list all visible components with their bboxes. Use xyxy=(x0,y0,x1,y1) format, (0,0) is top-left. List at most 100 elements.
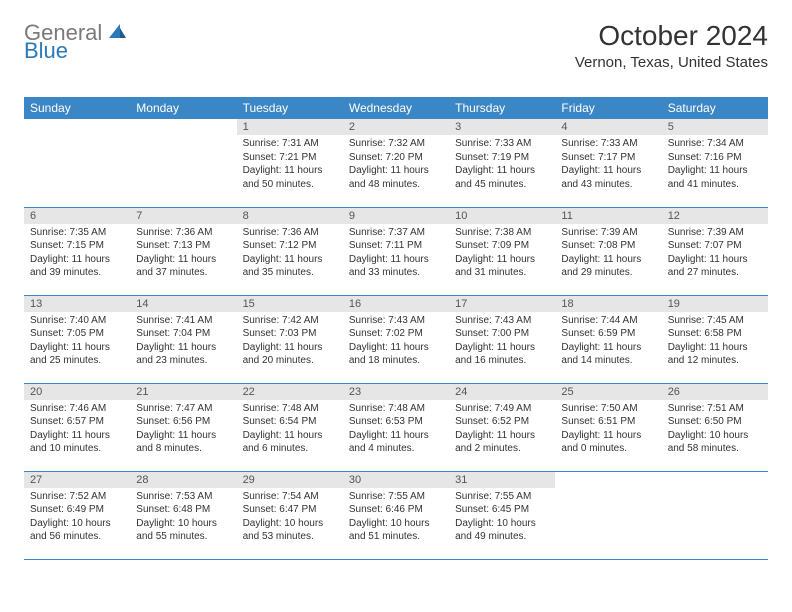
day-number: 26 xyxy=(662,384,768,400)
day-content: Sunrise: 7:32 AMSunset: 7:20 PMDaylight:… xyxy=(343,135,449,195)
sunset-text: Sunset: 7:11 PM xyxy=(349,239,443,253)
daylight-text: Daylight: 11 hours and 14 minutes. xyxy=(561,341,655,368)
day-number: 13 xyxy=(24,296,130,312)
day-content: Sunrise: 7:31 AMSunset: 7:21 PMDaylight:… xyxy=(237,135,343,195)
daylight-text: Daylight: 11 hours and 25 minutes. xyxy=(30,341,124,368)
sunrise-text: Sunrise: 7:49 AM xyxy=(455,402,549,416)
day-header: Tuesday xyxy=(237,97,343,119)
day-content: Sunrise: 7:53 AMSunset: 6:48 PMDaylight:… xyxy=(130,488,236,548)
sunset-text: Sunset: 6:58 PM xyxy=(668,327,762,341)
day-content: Sunrise: 7:45 AMSunset: 6:58 PMDaylight:… xyxy=(662,312,768,372)
sunset-text: Sunset: 6:57 PM xyxy=(30,415,124,429)
calendar-body: 1Sunrise: 7:31 AMSunset: 7:21 PMDaylight… xyxy=(24,119,768,559)
daylight-text: Daylight: 11 hours and 12 minutes. xyxy=(668,341,762,368)
day-number: 11 xyxy=(555,208,661,224)
day-number: 6 xyxy=(24,208,130,224)
header: General October 2024 Vernon, Texas, Unit… xyxy=(24,20,768,71)
daylight-text: Daylight: 11 hours and 20 minutes. xyxy=(243,341,337,368)
sunset-text: Sunset: 6:59 PM xyxy=(561,327,655,341)
day-content: Sunrise: 7:35 AMSunset: 7:15 PMDaylight:… xyxy=(24,224,130,284)
sunset-text: Sunset: 6:50 PM xyxy=(668,415,762,429)
day-content: Sunrise: 7:49 AMSunset: 6:52 PMDaylight:… xyxy=(449,400,555,460)
daylight-text: Daylight: 10 hours and 58 minutes. xyxy=(668,429,762,456)
sunset-text: Sunset: 7:19 PM xyxy=(455,151,549,165)
calendar-cell: 20Sunrise: 7:46 AMSunset: 6:57 PMDayligh… xyxy=(24,383,130,471)
day-content: Sunrise: 7:50 AMSunset: 6:51 PMDaylight:… xyxy=(555,400,661,460)
daylight-text: Daylight: 11 hours and 0 minutes. xyxy=(561,429,655,456)
day-header: Friday xyxy=(555,97,661,119)
day-header: Saturday xyxy=(662,97,768,119)
sunset-text: Sunset: 7:00 PM xyxy=(455,327,549,341)
daylight-text: Daylight: 11 hours and 2 minutes. xyxy=(455,429,549,456)
logo-sail-icon xyxy=(107,22,127,45)
day-content: Sunrise: 7:46 AMSunset: 6:57 PMDaylight:… xyxy=(24,400,130,460)
day-number xyxy=(24,119,130,135)
sunrise-text: Sunrise: 7:34 AM xyxy=(668,137,762,151)
day-number: 17 xyxy=(449,296,555,312)
day-number: 8 xyxy=(237,208,343,224)
sunrise-text: Sunrise: 7:55 AM xyxy=(349,490,443,504)
sunrise-text: Sunrise: 7:55 AM xyxy=(455,490,549,504)
sunrise-text: Sunrise: 7:36 AM xyxy=(243,226,337,240)
sunset-text: Sunset: 7:07 PM xyxy=(668,239,762,253)
day-content: Sunrise: 7:34 AMSunset: 7:16 PMDaylight:… xyxy=(662,135,768,195)
calendar-week: 1Sunrise: 7:31 AMSunset: 7:21 PMDaylight… xyxy=(24,119,768,207)
sunrise-text: Sunrise: 7:31 AM xyxy=(243,137,337,151)
calendar-cell: 29Sunrise: 7:54 AMSunset: 6:47 PMDayligh… xyxy=(237,471,343,559)
daylight-text: Daylight: 11 hours and 45 minutes. xyxy=(455,164,549,191)
calendar-cell: 16Sunrise: 7:43 AMSunset: 7:02 PMDayligh… xyxy=(343,295,449,383)
calendar-cell: 2Sunrise: 7:32 AMSunset: 7:20 PMDaylight… xyxy=(343,119,449,207)
calendar-cell xyxy=(662,471,768,559)
sunrise-text: Sunrise: 7:48 AM xyxy=(349,402,443,416)
calendar-cell: 31Sunrise: 7:55 AMSunset: 6:45 PMDayligh… xyxy=(449,471,555,559)
sunrise-text: Sunrise: 7:52 AM xyxy=(30,490,124,504)
sunrise-text: Sunrise: 7:40 AM xyxy=(30,314,124,328)
sunset-text: Sunset: 7:20 PM xyxy=(349,151,443,165)
sunrise-text: Sunrise: 7:35 AM xyxy=(30,226,124,240)
day-header: Monday xyxy=(130,97,236,119)
daylight-text: Daylight: 11 hours and 43 minutes. xyxy=(561,164,655,191)
calendar-cell: 13Sunrise: 7:40 AMSunset: 7:05 PMDayligh… xyxy=(24,295,130,383)
calendar-head: SundayMondayTuesdayWednesdayThursdayFrid… xyxy=(24,97,768,119)
day-number: 15 xyxy=(237,296,343,312)
sunrise-text: Sunrise: 7:33 AM xyxy=(561,137,655,151)
day-content: Sunrise: 7:40 AMSunset: 7:05 PMDaylight:… xyxy=(24,312,130,372)
daylight-text: Daylight: 11 hours and 10 minutes. xyxy=(30,429,124,456)
day-number: 1 xyxy=(237,119,343,135)
calendar-cell: 30Sunrise: 7:55 AMSunset: 6:46 PMDayligh… xyxy=(343,471,449,559)
sunset-text: Sunset: 6:56 PM xyxy=(136,415,230,429)
day-number: 14 xyxy=(130,296,236,312)
day-number: 28 xyxy=(130,472,236,488)
calendar-cell xyxy=(24,119,130,207)
calendar-week: 27Sunrise: 7:52 AMSunset: 6:49 PMDayligh… xyxy=(24,471,768,559)
calendar-cell: 8Sunrise: 7:36 AMSunset: 7:12 PMDaylight… xyxy=(237,207,343,295)
sunset-text: Sunset: 7:03 PM xyxy=(243,327,337,341)
month-title: October 2024 xyxy=(575,20,768,52)
daylight-text: Daylight: 11 hours and 6 minutes. xyxy=(243,429,337,456)
calendar-cell: 9Sunrise: 7:37 AMSunset: 7:11 PMDaylight… xyxy=(343,207,449,295)
sunrise-text: Sunrise: 7:32 AM xyxy=(349,137,443,151)
day-content: Sunrise: 7:41 AMSunset: 7:04 PMDaylight:… xyxy=(130,312,236,372)
calendar-cell: 18Sunrise: 7:44 AMSunset: 6:59 PMDayligh… xyxy=(555,295,661,383)
calendar-cell: 27Sunrise: 7:52 AMSunset: 6:49 PMDayligh… xyxy=(24,471,130,559)
sunset-text: Sunset: 7:08 PM xyxy=(561,239,655,253)
day-number: 21 xyxy=(130,384,236,400)
day-number: 2 xyxy=(343,119,449,135)
day-number: 10 xyxy=(449,208,555,224)
sunrise-text: Sunrise: 7:37 AM xyxy=(349,226,443,240)
day-content: Sunrise: 7:36 AMSunset: 7:13 PMDaylight:… xyxy=(130,224,236,284)
daylight-text: Daylight: 10 hours and 53 minutes. xyxy=(243,517,337,544)
sunrise-text: Sunrise: 7:43 AM xyxy=(349,314,443,328)
daylight-text: Daylight: 11 hours and 29 minutes. xyxy=(561,253,655,280)
calendar-week: 6Sunrise: 7:35 AMSunset: 7:15 PMDaylight… xyxy=(24,207,768,295)
calendar-cell: 1Sunrise: 7:31 AMSunset: 7:21 PMDaylight… xyxy=(237,119,343,207)
day-number: 25 xyxy=(555,384,661,400)
sunset-text: Sunset: 6:48 PM xyxy=(136,503,230,517)
sunset-text: Sunset: 6:45 PM xyxy=(455,503,549,517)
day-content: Sunrise: 7:55 AMSunset: 6:45 PMDaylight:… xyxy=(449,488,555,548)
calendar-cell: 19Sunrise: 7:45 AMSunset: 6:58 PMDayligh… xyxy=(662,295,768,383)
daylight-text: Daylight: 11 hours and 41 minutes. xyxy=(668,164,762,191)
day-number xyxy=(555,472,661,488)
title-block: October 2024 Vernon, Texas, United State… xyxy=(575,20,768,71)
day-number: 27 xyxy=(24,472,130,488)
